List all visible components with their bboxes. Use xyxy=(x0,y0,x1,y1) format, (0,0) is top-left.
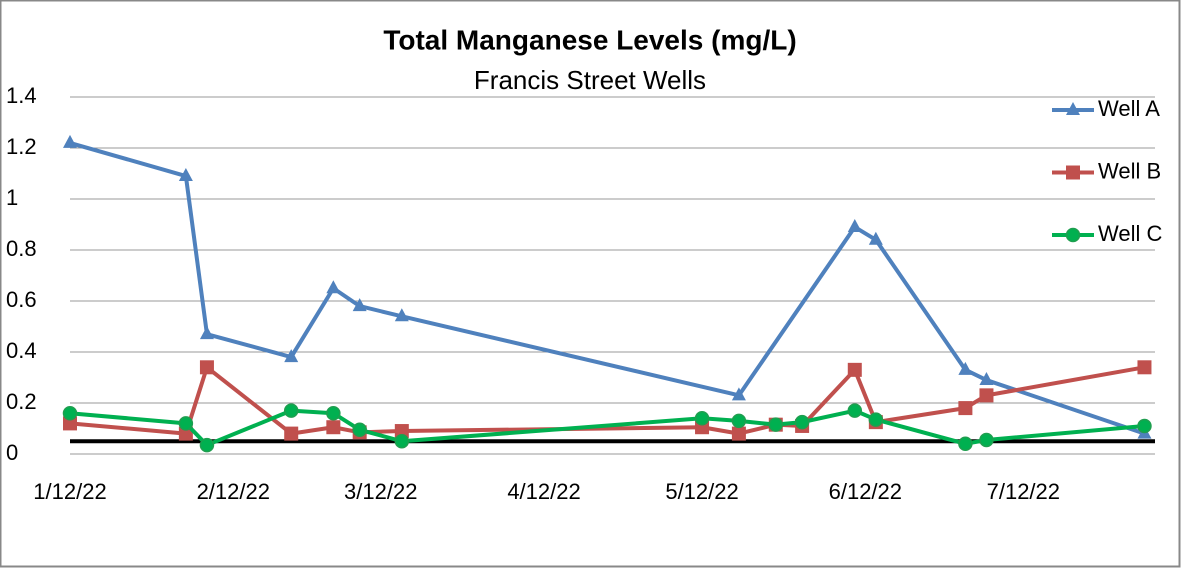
marker xyxy=(326,280,341,294)
chart-title: Total Manganese Levels (mg/L) xyxy=(383,24,796,55)
marker xyxy=(178,416,194,431)
marker xyxy=(1137,418,1152,434)
marker xyxy=(1065,227,1081,243)
marker xyxy=(284,426,299,441)
x-tick-label: 4/12/22 xyxy=(507,479,580,504)
marker xyxy=(63,134,77,148)
x-tick-label: 6/12/22 xyxy=(829,479,902,504)
series-line xyxy=(69,408,1145,448)
marker xyxy=(1066,165,1080,180)
x-tick-label: 5/12/22 xyxy=(665,479,738,504)
marker xyxy=(847,219,862,233)
marker xyxy=(1137,360,1152,375)
marker xyxy=(868,412,884,427)
series-line xyxy=(69,365,1145,436)
marker xyxy=(199,326,214,340)
x-tick-label: 7/12/22 xyxy=(987,479,1060,504)
marker xyxy=(62,405,78,421)
marker xyxy=(326,420,341,435)
marker xyxy=(979,432,994,448)
marker xyxy=(284,349,299,363)
marker xyxy=(178,426,193,441)
marker xyxy=(768,417,784,432)
marker xyxy=(979,388,994,403)
marker xyxy=(352,422,367,438)
marker xyxy=(178,168,193,182)
marker xyxy=(394,424,409,439)
chart-subtitle: Francis Street Wells xyxy=(474,65,706,95)
x-tick-label: 2/12/22 xyxy=(197,479,270,504)
marker xyxy=(352,298,367,312)
marker xyxy=(958,361,973,375)
marker xyxy=(326,405,341,421)
y-tick-label: 1 xyxy=(6,185,18,210)
marker xyxy=(847,362,862,377)
marker xyxy=(731,426,746,441)
marker xyxy=(731,387,746,401)
x-tick-label: 1/12/22 xyxy=(33,479,106,504)
marker xyxy=(694,411,710,426)
marker xyxy=(958,436,973,452)
y-tick-label: 0 xyxy=(6,440,18,465)
marker xyxy=(394,434,410,449)
y-tick-label: 0.2 xyxy=(6,389,37,414)
legend-label: Well B xyxy=(1098,158,1161,183)
y-tick-label: 1.2 xyxy=(6,134,37,159)
marker xyxy=(283,403,299,418)
x-tick-label: 3/12/22 xyxy=(344,479,417,504)
marker xyxy=(63,416,77,431)
marker xyxy=(199,437,215,453)
y-tick-label: 0.8 xyxy=(6,236,37,261)
marker xyxy=(394,308,409,322)
y-tick-label: 1.4 xyxy=(6,83,37,108)
marker xyxy=(1066,102,1080,115)
marker xyxy=(731,413,747,429)
y-tick-label: 0.6 xyxy=(6,287,37,312)
marker xyxy=(794,414,810,430)
marker xyxy=(847,403,863,418)
marker xyxy=(979,372,994,386)
y-tick-label: 0.4 xyxy=(6,338,37,363)
marker xyxy=(958,401,973,416)
marker xyxy=(199,360,214,375)
legend-label: Well C xyxy=(1098,221,1162,246)
marker xyxy=(868,231,883,245)
legend-label: Well A xyxy=(1098,96,1160,121)
